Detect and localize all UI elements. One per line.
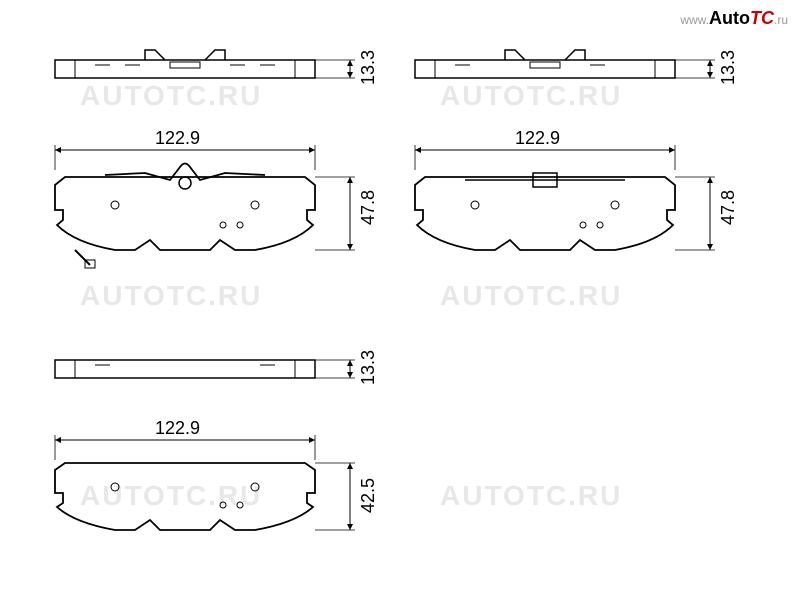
dim-width-2: 122.9 [515, 128, 560, 149]
dim-height-3: 42.5 [358, 478, 379, 513]
dim-thickness-1: 13.3 [358, 50, 379, 85]
dim-width-3: 122.9 [155, 418, 200, 439]
logo-ru: .ru [774, 13, 788, 27]
technical-drawing [0, 0, 800, 600]
dim-width-1: 122.9 [155, 128, 200, 149]
logo-tc: TC [750, 8, 774, 28]
logo-auto: Auto [709, 8, 750, 28]
site-logo: www.AutoTC.ru [680, 8, 788, 29]
dim-height-1: 47.8 [358, 190, 379, 225]
dim-height-2: 47.8 [718, 190, 739, 225]
view-side-3 [55, 360, 355, 378]
view-front-2 [415, 145, 715, 250]
logo-www: www. [680, 13, 709, 27]
view-front-1 [55, 145, 355, 268]
dim-thickness-3: 13.3 [358, 350, 379, 385]
view-side-2 [415, 50, 715, 78]
view-side-1 [55, 50, 355, 78]
dim-thickness-2: 13.3 [718, 50, 739, 85]
view-front-3 [55, 435, 355, 530]
